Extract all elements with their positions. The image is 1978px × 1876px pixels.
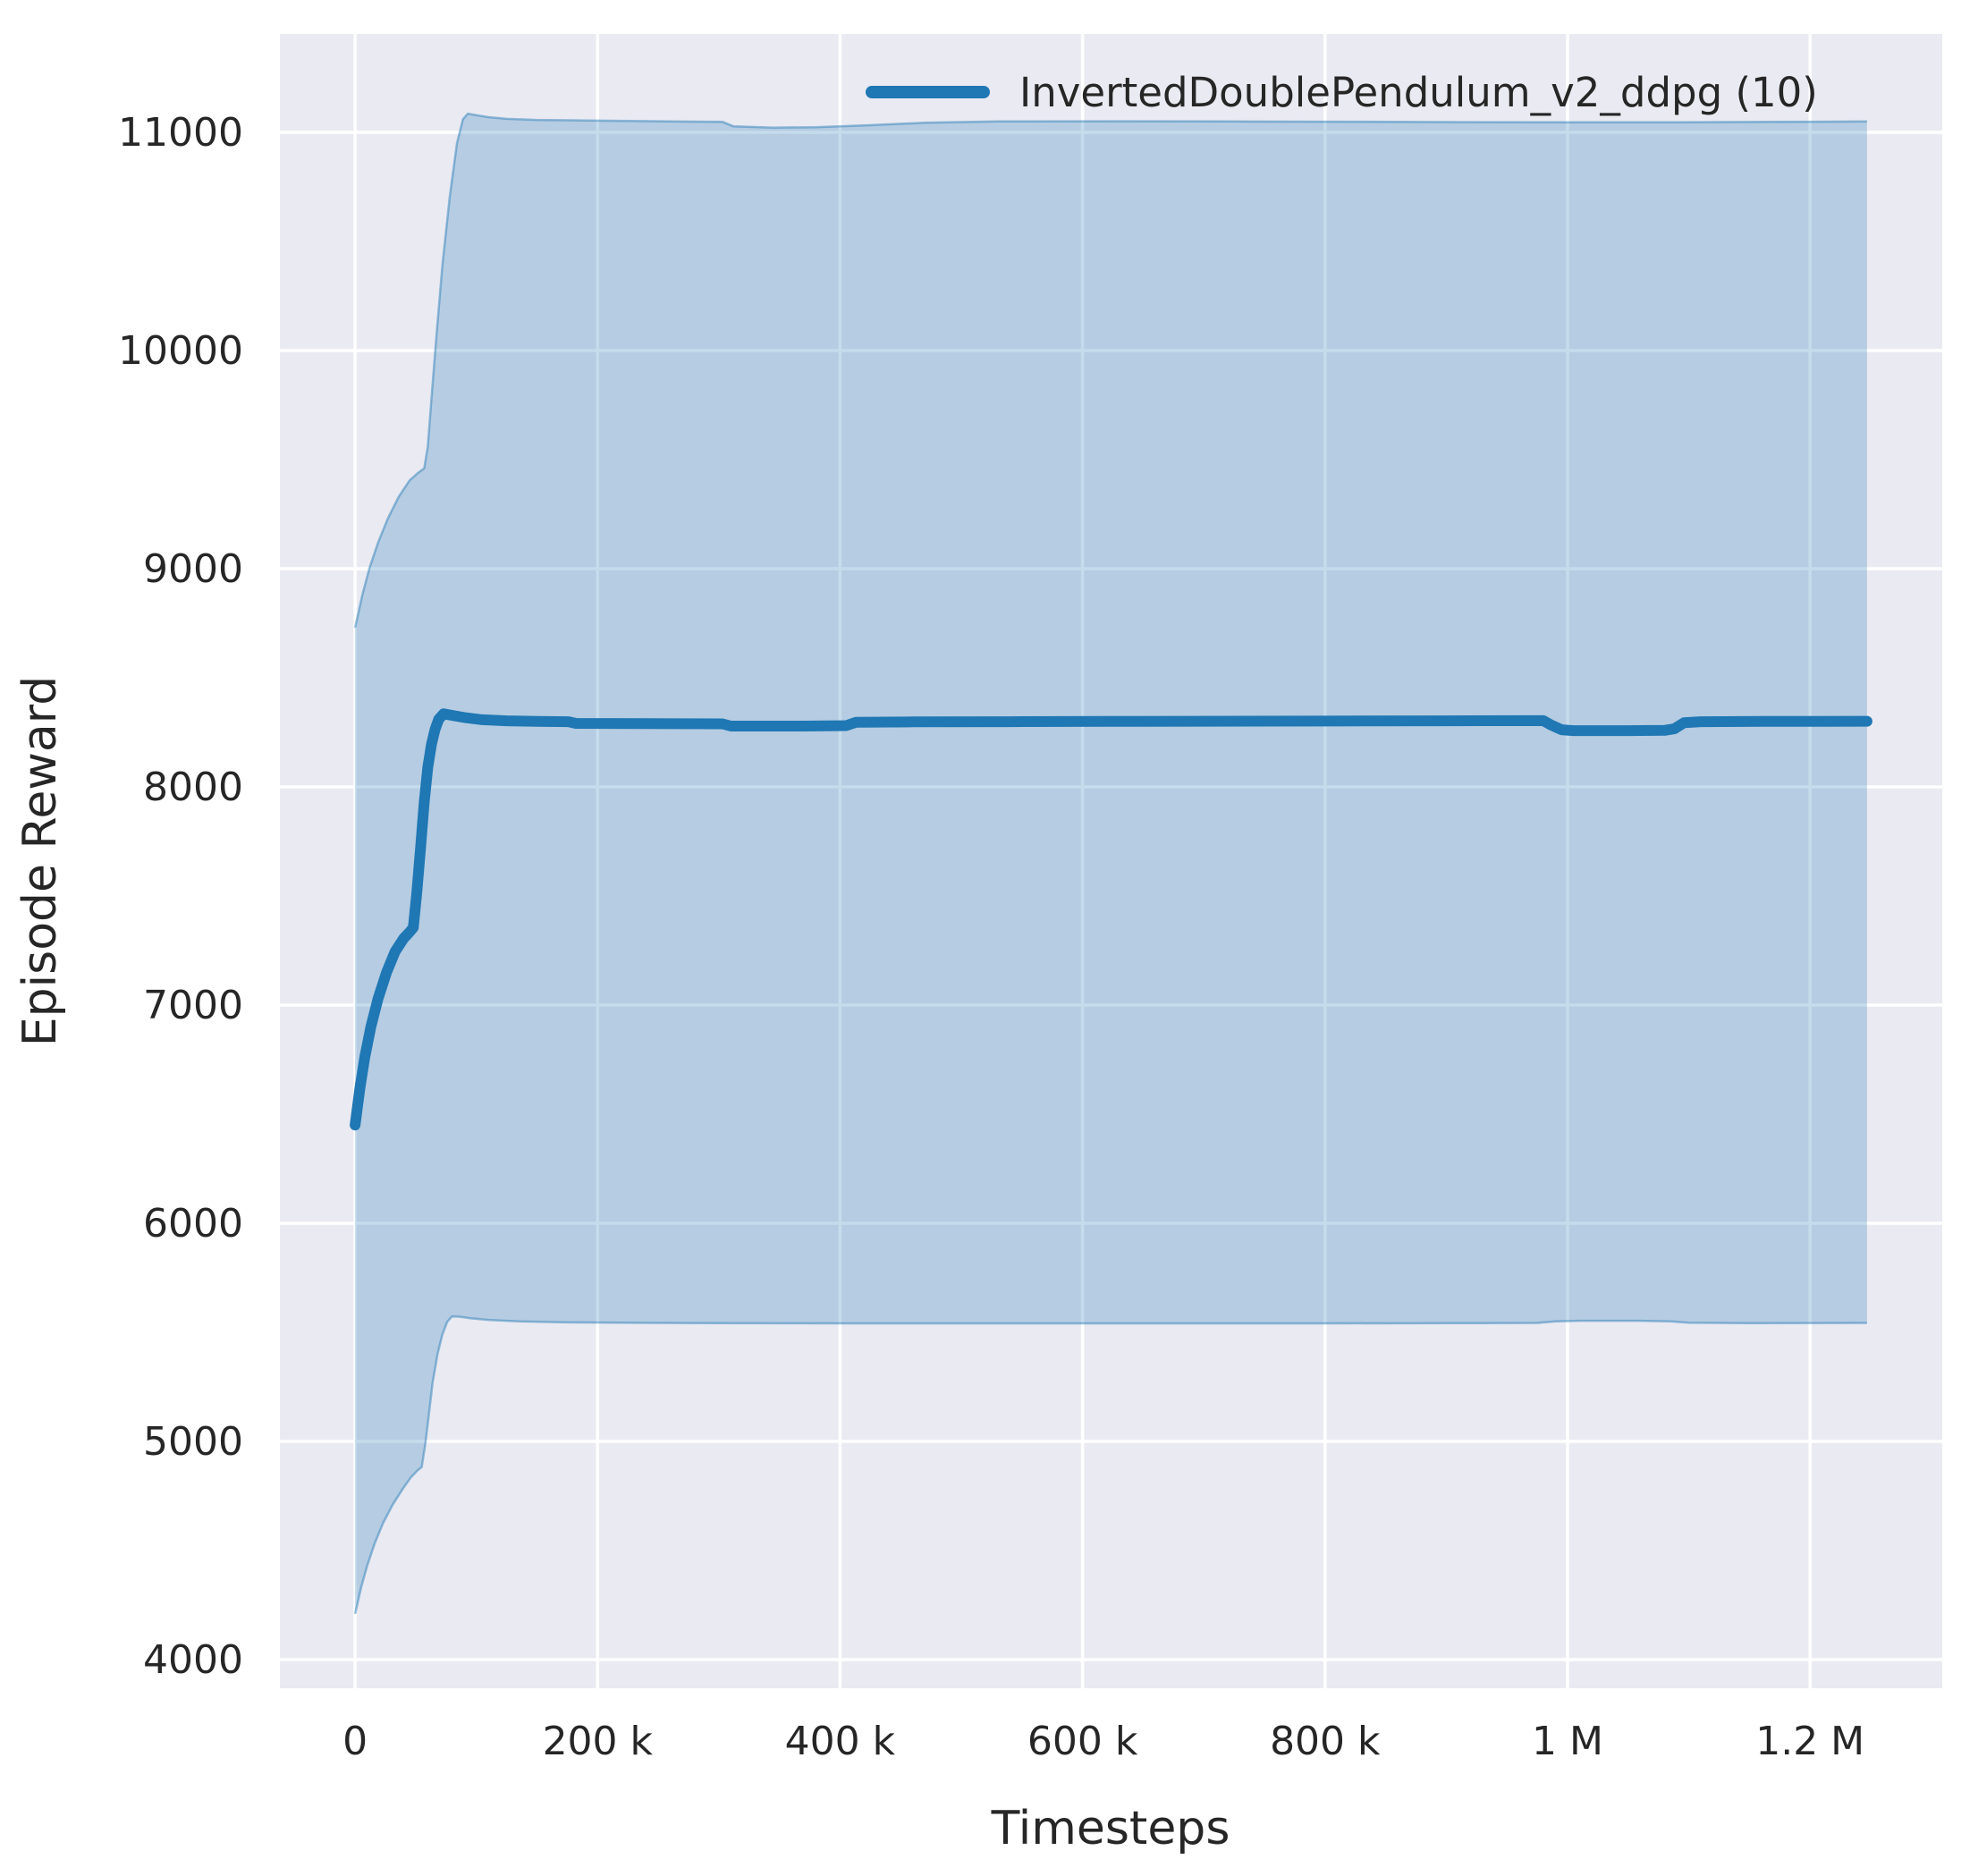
y-axis-tick-labels: 4000 5000 6000 7000 8000 9000 10000 11000 [118, 110, 243, 1683]
confidence-band-lower-edge [353, 1314, 1867, 1615]
confidence-band-upper-edge [353, 112, 1867, 629]
legend: InvertedDoublePendulum_v2_ddpg (10) [866, 69, 1818, 116]
x-tick-label: 0 [342, 1719, 368, 1764]
y-tick-label: 6000 [143, 1201, 243, 1246]
y-tick-label: 8000 [143, 765, 243, 810]
x-tick-label: 1.2 M [1755, 1719, 1864, 1764]
x-axis-tick-labels: 0 200 k 400 k 600 k 800 k 1 M 1.2 M [342, 1719, 1864, 1764]
x-tick-label: 800 k [1270, 1719, 1381, 1764]
plot-area [280, 34, 1942, 1688]
y-tick-label: 5000 [143, 1419, 243, 1465]
y-tick-label: 4000 [143, 1637, 243, 1683]
confidence-band [355, 114, 1867, 1614]
x-tick-label: 400 k [785, 1719, 896, 1764]
y-tick-label: 11000 [118, 110, 243, 156]
y-tick-label: 10000 [118, 328, 243, 374]
x-tick-label: 600 k [1027, 1719, 1138, 1764]
x-tick-label: 200 k [543, 1719, 654, 1764]
y-tick-label: 9000 [143, 546, 243, 592]
x-axis-title: Timesteps [991, 1802, 1230, 1855]
y-axis-title: Episode Reward [13, 676, 67, 1046]
mean-reward-line [350, 708, 1872, 1131]
x-tick-label: 1 M [1532, 1719, 1603, 1764]
y-tick-label: 7000 [143, 983, 243, 1028]
grid [280, 34, 1942, 1688]
legend-label: InvertedDoublePendulum_v2_ddpg (10) [1019, 69, 1818, 116]
